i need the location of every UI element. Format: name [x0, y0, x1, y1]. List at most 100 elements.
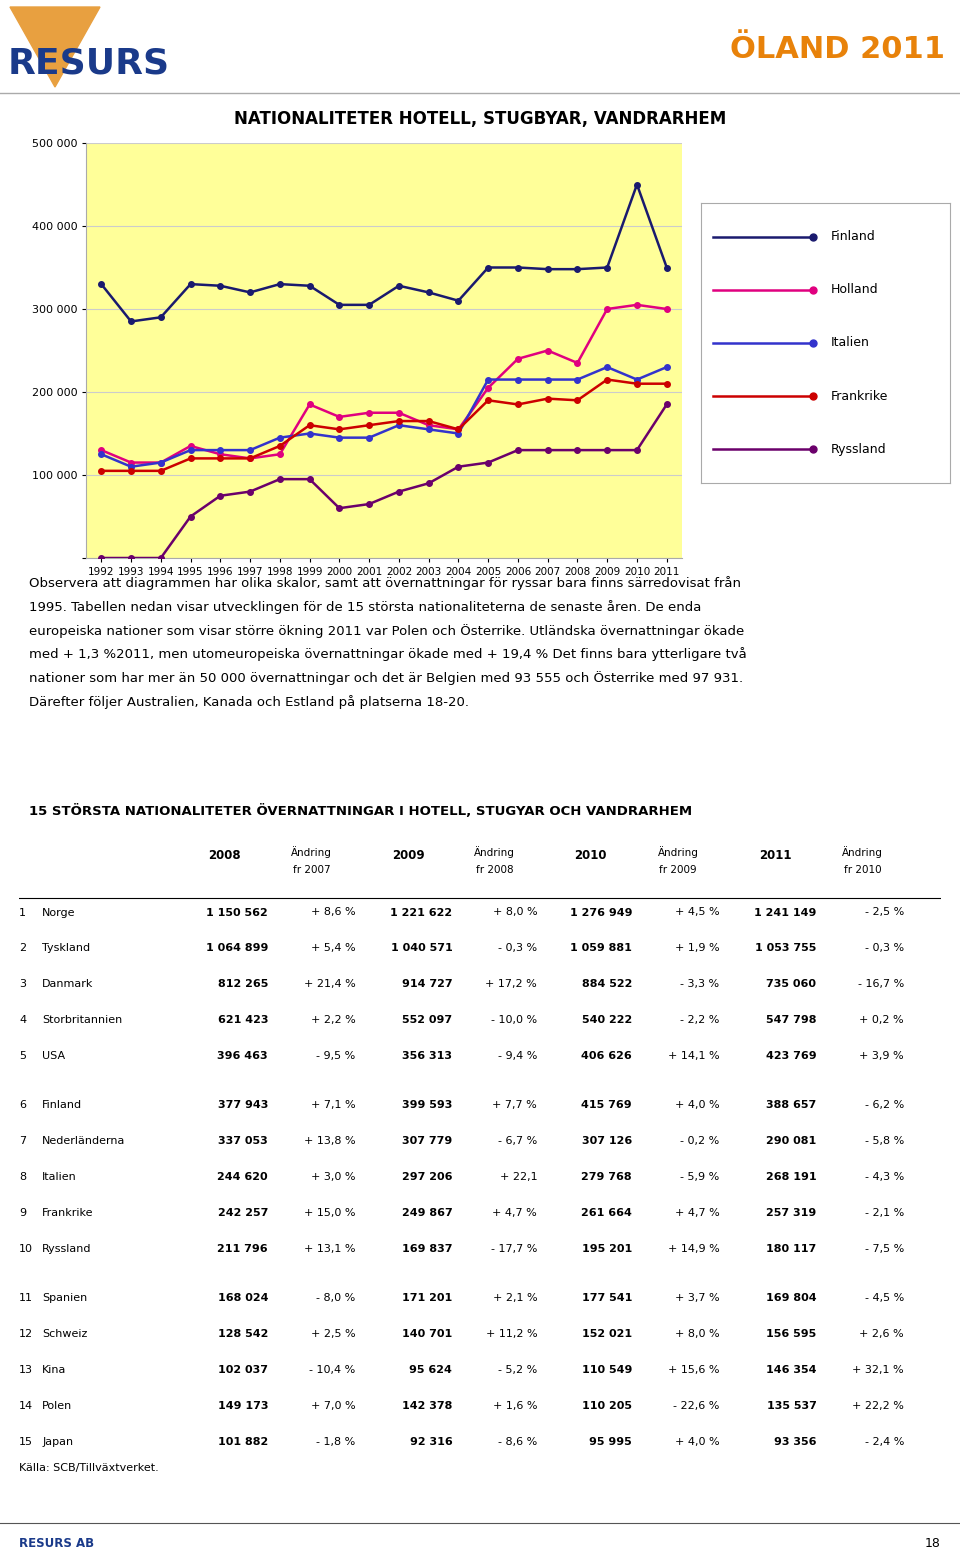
Text: 1 241 149: 1 241 149	[754, 907, 816, 918]
Text: Tyskland: Tyskland	[42, 943, 90, 954]
Text: - 4,3 %: - 4,3 %	[865, 1172, 904, 1183]
Text: 337 053: 337 053	[218, 1136, 268, 1147]
Text: 242 257: 242 257	[218, 1207, 268, 1218]
Text: + 1,9 %: + 1,9 %	[675, 943, 720, 954]
Text: RESURS AB: RESURS AB	[19, 1537, 94, 1550]
Text: + 2,2 %: + 2,2 %	[311, 1016, 355, 1025]
Text: + 4,7 %: + 4,7 %	[675, 1207, 720, 1218]
Text: 110 549: 110 549	[582, 1365, 632, 1376]
Text: Japan: Japan	[42, 1438, 73, 1447]
Text: 168 024: 168 024	[218, 1293, 268, 1304]
Text: 10: 10	[19, 1245, 34, 1254]
Text: + 5,4 %: + 5,4 %	[311, 943, 355, 954]
Text: 1: 1	[19, 907, 26, 918]
Text: 6: 6	[19, 1100, 26, 1111]
Text: + 21,4 %: + 21,4 %	[303, 979, 355, 990]
Text: 423 769: 423 769	[766, 1052, 816, 1061]
Text: fr 2010: fr 2010	[844, 865, 881, 874]
Text: 1 040 571: 1 040 571	[391, 943, 452, 954]
Text: 15 STÖRSTA NATIONALITETER ÖVERNATTNINGAR I HOTELL, STUGYAR OCH VANDRARHEM: 15 STÖRSTA NATIONALITETER ÖVERNATTNINGAR…	[29, 804, 692, 818]
Text: Frankrike: Frankrike	[830, 389, 888, 403]
Text: 399 593: 399 593	[402, 1100, 452, 1111]
Text: 1 059 881: 1 059 881	[570, 943, 632, 954]
Text: 5: 5	[19, 1052, 26, 1061]
Text: + 1,6 %: + 1,6 %	[492, 1400, 538, 1411]
Text: 18: 18	[924, 1537, 941, 1550]
Text: 195 201: 195 201	[582, 1245, 632, 1254]
Text: + 17,2 %: + 17,2 %	[486, 979, 538, 990]
Text: + 7,1 %: + 7,1 %	[311, 1100, 355, 1111]
Text: 1 053 755: 1 053 755	[755, 943, 816, 954]
Text: Kina: Kina	[42, 1365, 66, 1376]
Text: - 8,0 %: - 8,0 %	[317, 1293, 355, 1304]
Text: 1 221 622: 1 221 622	[390, 907, 452, 918]
Text: + 8,0 %: + 8,0 %	[675, 1329, 720, 1340]
Text: 356 313: 356 313	[402, 1052, 452, 1061]
Text: 307 779: 307 779	[402, 1136, 452, 1147]
Polygon shape	[10, 6, 100, 87]
Text: 140 701: 140 701	[402, 1329, 452, 1340]
Text: - 0,3 %: - 0,3 %	[498, 943, 538, 954]
Text: + 4,0 %: + 4,0 %	[675, 1100, 720, 1111]
Text: 146 354: 146 354	[766, 1365, 816, 1376]
Text: + 22,2 %: + 22,2 %	[852, 1400, 904, 1411]
Text: + 3,9 %: + 3,9 %	[859, 1052, 904, 1061]
Text: Nederländerna: Nederländerna	[42, 1136, 126, 1147]
Text: 93 356: 93 356	[774, 1438, 816, 1447]
Text: Norge: Norge	[42, 907, 76, 918]
Text: ÖLAND 2011: ÖLAND 2011	[730, 36, 945, 64]
Text: 7: 7	[19, 1136, 26, 1147]
Text: - 8,6 %: - 8,6 %	[498, 1438, 538, 1447]
Text: 297 206: 297 206	[402, 1172, 452, 1183]
Text: 1 150 562: 1 150 562	[206, 907, 268, 918]
Text: 11: 11	[19, 1293, 34, 1304]
Text: Polen: Polen	[42, 1400, 73, 1411]
Text: 261 664: 261 664	[581, 1207, 632, 1218]
Text: + 15,6 %: + 15,6 %	[668, 1365, 720, 1376]
Text: Ändring: Ändring	[658, 846, 699, 857]
Text: 149 173: 149 173	[218, 1400, 268, 1411]
Text: + 32,1 %: + 32,1 %	[852, 1365, 904, 1376]
Text: 180 117: 180 117	[766, 1245, 816, 1254]
Text: Källa: SCB/Tillväxtverket.: Källa: SCB/Tillväxtverket.	[19, 1463, 159, 1474]
Text: + 7,7 %: + 7,7 %	[492, 1100, 538, 1111]
Text: + 22,1: + 22,1	[499, 1172, 538, 1183]
Text: 14: 14	[19, 1400, 34, 1411]
Text: 12: 12	[19, 1329, 34, 1340]
Text: 4: 4	[19, 1016, 26, 1025]
Text: 13: 13	[19, 1365, 34, 1376]
Text: + 8,6 %: + 8,6 %	[311, 907, 355, 918]
Text: 2011: 2011	[758, 850, 791, 862]
Text: - 2,5 %: - 2,5 %	[865, 907, 904, 918]
Text: 171 201: 171 201	[402, 1293, 452, 1304]
Text: 552 097: 552 097	[402, 1016, 452, 1025]
Text: 396 463: 396 463	[217, 1052, 268, 1061]
Text: - 5,2 %: - 5,2 %	[498, 1365, 538, 1376]
Text: Observera att diagrammen har olika skalor, samt att övernattningar för ryssar ba: Observera att diagrammen har olika skalo…	[29, 576, 747, 710]
Text: Italien: Italien	[830, 336, 870, 350]
Text: 547 798: 547 798	[766, 1016, 816, 1025]
Text: 2009: 2009	[393, 850, 425, 862]
Text: + 3,7 %: + 3,7 %	[675, 1293, 720, 1304]
Text: + 0,2 %: + 0,2 %	[859, 1016, 904, 1025]
Text: 95 995: 95 995	[589, 1438, 632, 1447]
Text: - 7,5 %: - 7,5 %	[865, 1245, 904, 1254]
Text: + 2,6 %: + 2,6 %	[859, 1329, 904, 1340]
Text: + 4,0 %: + 4,0 %	[675, 1438, 720, 1447]
Text: - 2,1 %: - 2,1 %	[865, 1207, 904, 1218]
Text: - 5,8 %: - 5,8 %	[865, 1136, 904, 1147]
Text: 2: 2	[19, 943, 26, 954]
Text: + 11,2 %: + 11,2 %	[486, 1329, 538, 1340]
Text: 15: 15	[19, 1438, 34, 1447]
Text: - 9,5 %: - 9,5 %	[317, 1052, 355, 1061]
Text: Schweiz: Schweiz	[42, 1329, 87, 1340]
Text: - 2,4 %: - 2,4 %	[865, 1438, 904, 1447]
Text: USA: USA	[42, 1052, 65, 1061]
Text: 1 276 949: 1 276 949	[569, 907, 632, 918]
Text: + 2,1 %: + 2,1 %	[492, 1293, 538, 1304]
Text: - 4,5 %: - 4,5 %	[865, 1293, 904, 1304]
Text: NATIONALITETER HOTELL, STUGBYAR, VANDRARHEM: NATIONALITETER HOTELL, STUGBYAR, VANDRAR…	[234, 110, 726, 128]
Text: + 14,1 %: + 14,1 %	[668, 1052, 720, 1061]
Text: Holland: Holland	[830, 283, 878, 296]
Text: + 13,1 %: + 13,1 %	[304, 1245, 355, 1254]
